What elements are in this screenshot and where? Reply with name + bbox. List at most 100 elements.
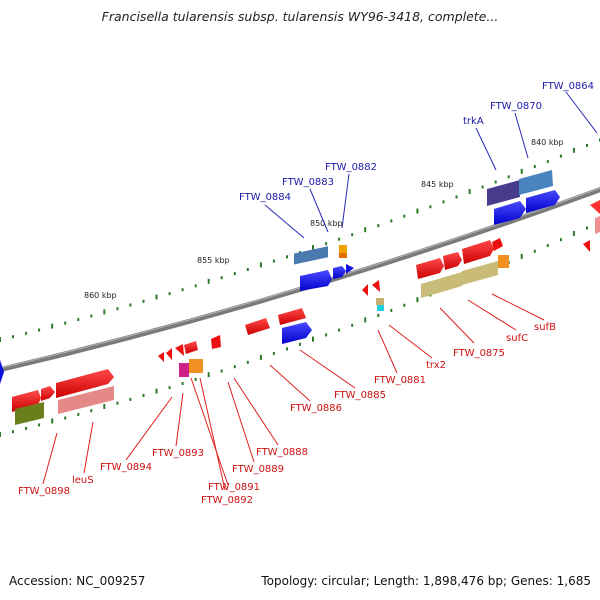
scale-tick bbox=[338, 237, 341, 241]
gene-feature bbox=[462, 261, 498, 285]
scale-tick bbox=[77, 412, 80, 416]
scale-tick bbox=[325, 333, 328, 337]
scale-tick bbox=[272, 351, 275, 355]
scale-tick bbox=[155, 294, 158, 300]
scale-tick bbox=[51, 418, 54, 424]
gene-label-ftw-0886: FTW_0886 bbox=[290, 403, 342, 414]
scale-tick bbox=[272, 259, 275, 263]
gene-label-ftw-0888: FTW_0888 bbox=[256, 447, 308, 458]
scale-tick bbox=[546, 159, 549, 163]
scale-tick bbox=[338, 328, 341, 332]
scale-label-845: 845 kbp bbox=[421, 180, 454, 189]
scale-label-850: 850 kbp bbox=[310, 219, 343, 228]
gene-feature bbox=[12, 390, 41, 412]
scale-tick bbox=[194, 377, 197, 381]
scale-label-855: 855 kbp bbox=[197, 256, 230, 265]
gene-label-ftw-0898: FTW_0898 bbox=[18, 486, 70, 497]
gene-feature bbox=[56, 369, 114, 398]
gene-feature bbox=[346, 264, 354, 274]
scale-tick bbox=[142, 299, 145, 303]
scale-tick bbox=[64, 321, 67, 325]
scale-tick bbox=[429, 205, 432, 209]
scale-tick bbox=[207, 278, 210, 284]
scale-tick bbox=[546, 244, 549, 247]
scale-tick bbox=[325, 242, 328, 246]
scale-label-860: 860 kbp bbox=[84, 291, 117, 300]
gene-feature bbox=[526, 190, 560, 213]
gene-label-ftw-0875: FTW_0875 bbox=[453, 348, 505, 359]
top-leaders bbox=[264, 91, 598, 239]
scale-tick bbox=[312, 245, 314, 251]
gene-label-trx2: trx2 bbox=[426, 360, 446, 371]
gene-feature bbox=[372, 280, 380, 292]
gene-label-ftw-0881: FTW_0881 bbox=[374, 375, 426, 386]
scale-tick bbox=[25, 426, 28, 430]
scale-tick bbox=[377, 224, 380, 228]
bottom-genes bbox=[12, 238, 590, 425]
scale-tick bbox=[286, 255, 288, 259]
scale-tick bbox=[572, 147, 575, 153]
scale-tick bbox=[181, 288, 184, 292]
bottom-leaders bbox=[42, 293, 545, 491]
scale-tick bbox=[207, 372, 210, 378]
scale-tick bbox=[51, 323, 54, 329]
scale-tick bbox=[559, 238, 562, 242]
gene-feature bbox=[376, 298, 384, 305]
gene-feature bbox=[179, 363, 189, 377]
scale-tick bbox=[403, 303, 406, 307]
scale-tick bbox=[0, 432, 1, 437]
gene-feature bbox=[583, 240, 590, 252]
gene-feature bbox=[189, 359, 203, 373]
scale-tick bbox=[233, 365, 236, 369]
scale-tick bbox=[25, 331, 28, 335]
gene-feature bbox=[377, 305, 384, 311]
scale-tick bbox=[64, 416, 67, 420]
scale-ticks bbox=[0, 138, 600, 342]
scale-tick bbox=[390, 308, 393, 312]
scale-tick bbox=[559, 154, 562, 158]
scale-tick bbox=[77, 318, 80, 322]
scale-tick bbox=[12, 430, 14, 434]
scale-tick bbox=[533, 165, 536, 169]
scale-tick bbox=[194, 284, 197, 288]
scale-tick bbox=[351, 233, 354, 237]
gene-feature bbox=[175, 344, 184, 356]
scale-tick bbox=[442, 200, 445, 204]
scale-tick bbox=[103, 404, 106, 409]
scale-tick bbox=[246, 268, 249, 271]
scale-tick bbox=[520, 168, 523, 174]
gene-label-ftw-0870: FTW_0870 bbox=[490, 101, 542, 112]
scale-tick bbox=[468, 189, 471, 194]
scale-tick bbox=[233, 272, 236, 276]
scale-tick bbox=[0, 337, 1, 342]
gene-label-ftw-0883: FTW_0883 bbox=[282, 177, 334, 188]
gene-feature bbox=[519, 170, 553, 195]
scale-tick bbox=[181, 382, 184, 385]
scale-tick bbox=[90, 409, 93, 413]
gene-feature bbox=[278, 308, 306, 325]
scale-tick bbox=[220, 369, 223, 373]
gene-label-ftw-0892: FTW_0892 bbox=[201, 495, 253, 506]
gene-feature bbox=[487, 180, 520, 206]
scale-tick bbox=[259, 262, 262, 268]
gene-feature bbox=[0, 360, 4, 384]
scale-tick bbox=[520, 253, 523, 259]
scale-tick bbox=[351, 323, 354, 327]
scale-tick bbox=[220, 276, 223, 280]
genome-summary-text: Topology: circular; Length: 1,898,476 bp… bbox=[261, 574, 591, 588]
gene-label-leus: leuS bbox=[72, 475, 94, 486]
scale-tick bbox=[168, 386, 171, 390]
scale-tick bbox=[377, 313, 380, 317]
gene-label-ftw-0885: FTW_0885 bbox=[334, 390, 386, 401]
gene-label-ftw-0891: FTW_0891 bbox=[208, 482, 260, 493]
gene-feature bbox=[498, 255, 509, 268]
gene-feature bbox=[166, 348, 172, 360]
gene-label-ftw-0889: FTW_0889 bbox=[232, 464, 284, 475]
scale-tick bbox=[246, 360, 249, 364]
scale-tick bbox=[507, 175, 510, 179]
gene-label-ftw-0894: FTW_0894 bbox=[100, 462, 152, 473]
scale-tick bbox=[403, 214, 406, 218]
gene-label-ftw-0882: FTW_0882 bbox=[325, 162, 377, 173]
gene-feature bbox=[245, 318, 270, 335]
